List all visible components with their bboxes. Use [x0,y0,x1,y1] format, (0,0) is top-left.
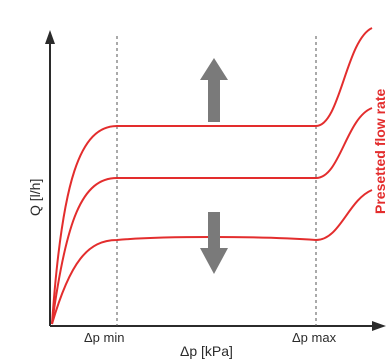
presetted-flow-rate-label: Presetted flow rate [372,89,388,214]
flow-curve-low [51,189,373,325]
y-axis-arrowhead [45,30,55,44]
x-axis-arrowhead [372,321,386,331]
flow-curve-high [51,27,373,325]
x-axis-label: Δp [kPa] [180,343,233,359]
flow-curve-mid [51,107,373,325]
y-axis-label: Q [l/h] [27,179,43,216]
dp-max-label: Δp max [292,330,337,345]
dp-min-label: Δp min [84,330,124,345]
arrow-down-icon [200,212,228,274]
arrow-up-icon [200,58,228,122]
